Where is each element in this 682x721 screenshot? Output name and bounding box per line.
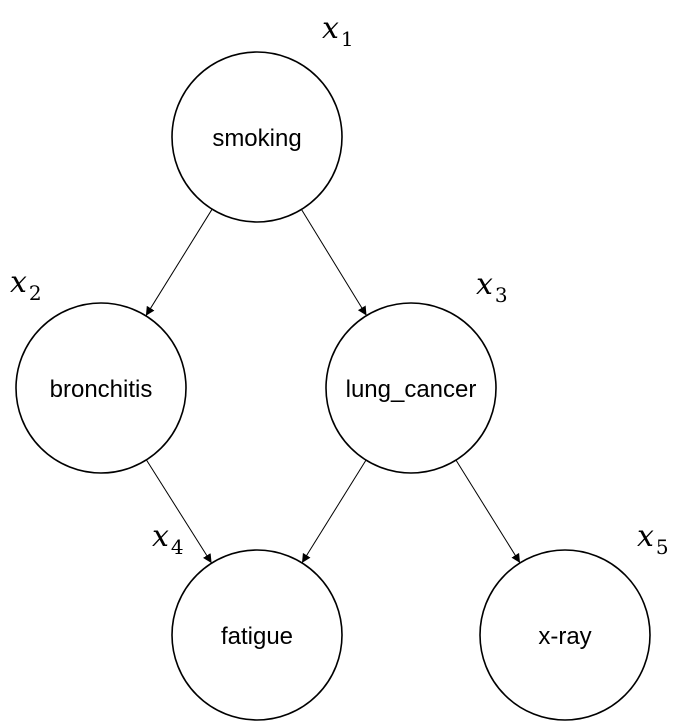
variable-symbol: x <box>637 519 654 554</box>
edge-smoking-to-bronchitis <box>146 209 212 316</box>
node-label: lung_cancer <box>346 376 477 403</box>
node-label: fatigue <box>221 623 293 650</box>
edge-smoking-to-lung_cancer <box>302 210 367 316</box>
variable-subscript: 2 <box>29 281 42 305</box>
variable-subscript: 4 <box>171 535 184 559</box>
variable-subscript: 5 <box>656 535 669 559</box>
variable-subscript: 1 <box>341 27 354 51</box>
node-label: smoking <box>212 125 301 152</box>
edge-lung_cancer-to-xray <box>456 460 520 563</box>
node-smoking: smoking x 1 <box>172 11 354 222</box>
node-label: x-ray <box>538 623 591 650</box>
node-xray: x-ray x 5 <box>480 519 669 720</box>
edge-lung_cancer-to-fatigue <box>302 460 366 563</box>
node-bronchitis: bronchitis x 2 <box>10 265 186 473</box>
variable-symbol: x <box>322 11 339 46</box>
variable-subscript: 3 <box>495 283 508 307</box>
node-label: bronchitis <box>50 376 153 403</box>
node-fatigue: fatigue x 4 <box>152 519 342 720</box>
variable-symbol: x <box>476 267 493 302</box>
node-lung_cancer: lung_cancer x 3 <box>326 267 508 473</box>
variable-symbol: x <box>10 265 27 300</box>
variable-symbol: x <box>152 519 169 554</box>
